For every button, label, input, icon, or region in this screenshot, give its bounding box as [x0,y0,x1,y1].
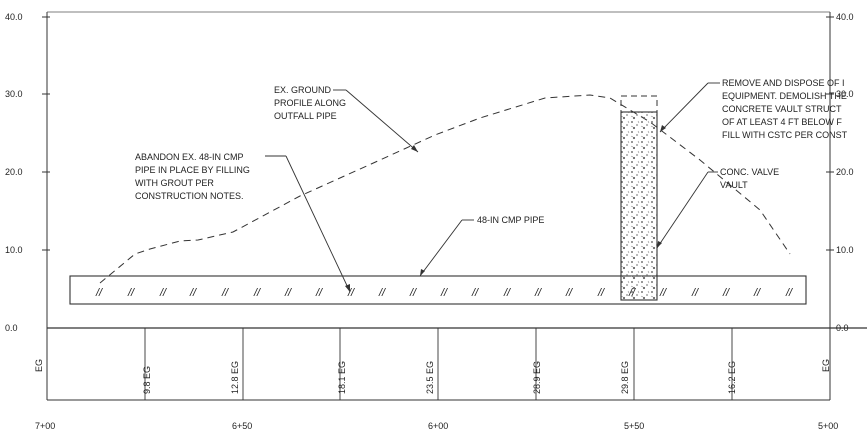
station-label-700: 7+00 [35,421,55,431]
eg-value-5: 28.9 EG [532,361,542,394]
pipe-marker: // [597,287,605,299]
abandon-note-line-4: CONSTRUCTION NOTES. [135,191,244,201]
pipe-marker: // [534,287,542,299]
callout-existing-ground: EX. GROUND PROFILE ALONG OUTFALL PIPE [274,85,419,153]
callout-cmp-pipe: 48-IN CMP PIPE [419,215,544,277]
eg-value-1: 9.8 EG [142,366,152,394]
station-label-550: 5+50 [624,421,644,431]
abandon-note-line-2: PIPE IN PLACE BY FILLING [135,165,250,175]
pipe-marker: // [127,287,135,299]
station-label-650: 6+50 [232,421,252,431]
cmp-pipe [69,275,807,305]
right-y-label-30: 30.0 [836,89,854,99]
remove-note-line-5: FILL WITH CSTC PER CONST [722,130,848,140]
station-labels: 7+00 6+50 6+00 5+50 5+00 [35,421,838,431]
callout-valve-vault: CONC. VALVE VAULT [656,167,779,249]
pipe-marker: // [189,287,197,299]
abandon-note-line-3: WITH GROUT PER [135,178,214,188]
pipe-marker: // [722,287,730,299]
vault-note-line-1: CONC. VALVE [720,167,779,177]
remove-note-line-3: CONCRETE VAULT STRUCT [722,104,842,114]
pipe-marker: // [659,287,667,299]
plot-frame [46,11,867,329]
callout-abandon-pipe: ABANDON EX. 48-IN CMP PIPE IN PLACE BY F… [135,152,351,293]
left-y-label-20: 20.0 [5,167,23,177]
pipe-marker: // [471,287,479,299]
station-label-500: 5+00 [818,421,838,431]
pipe-marker: // [253,287,261,299]
pipe-marker: // [159,287,167,299]
eg-right-label: EG [821,359,831,372]
ground-note-line-3: OUTFALL PIPE [274,111,337,121]
eg-table: EG EG 9.8 EG 12.8 EG 18.1 EG 23.5 EG 28.… [34,328,831,401]
vault-note-line-2: VAULT [720,180,748,190]
eg-value-6: 29.8 EG [620,361,630,394]
ground-note-line-1: EX. GROUND [274,85,332,95]
right-y-axis-labels: 40.0 30.0 20.0 10.0 0.0 [836,12,854,333]
eg-value-3: 18.1 EG [337,361,347,394]
abandon-note-line-1: ABANDON EX. 48-IN CMP [135,152,244,162]
pipe-note: 48-IN CMP PIPE [477,215,544,225]
pipe-marker: // [753,287,761,299]
ground-note-line-2: PROFILE ALONG [274,98,346,108]
eg-value-2: 12.8 EG [230,361,240,394]
arrowhead [411,145,418,152]
left-y-label-40: 40.0 [5,12,23,22]
pipe-centerline-markers: // // // // // // // // // // // // // // // // // // // //… [95,287,793,299]
valve-vault [620,111,658,301]
arrowhead [420,269,425,276]
callout-remove-vault: REMOVE AND DISPOSE OF I EQUIPMENT. DEMOL… [659,78,848,140]
remove-note-line-4: OF AT LEAST 4 FT BELOW F [722,117,842,127]
arrowhead [345,284,350,292]
pipe-marker: // [315,287,323,299]
right-y-label-40: 40.0 [836,12,854,22]
pipe-marker: // [691,287,699,299]
left-y-axis-labels: 40.0 30.0 20.0 10.0 0.0 [5,12,23,333]
left-y-label-30: 30.0 [5,89,23,99]
right-y-label-20: 20.0 [836,167,854,177]
remove-note-line-2: EQUIPMENT. DEMOLISH THE [722,91,847,101]
eg-value-7: 16.2 EG [727,361,737,394]
station-label-600: 6+00 [428,421,448,431]
pipe-marker: // [378,287,386,299]
right-y-label-0: 0.0 [836,323,849,333]
pipe-marker: // [95,287,103,299]
arrowhead [660,125,666,132]
left-y-label-0: 0.0 [5,323,18,333]
y-ticks [42,16,834,251]
pipe-marker: // [503,287,511,299]
pipe-marker: // [785,287,793,299]
pipe-marker: // [347,287,355,299]
remove-note-line-1: REMOVE AND DISPOSE OF I [722,78,845,88]
arrowhead [657,241,662,248]
eg-left-label: EG [34,359,44,372]
pipe-marker: // [440,287,448,299]
right-y-label-10: 10.0 [836,245,854,255]
pipe-marker: // [565,287,573,299]
left-y-label-10: 10.0 [5,245,23,255]
pipe-marker: // [221,287,229,299]
eg-value-4: 23.5 EG [425,361,435,394]
existing-ground-profile [99,94,791,284]
pipe-marker: // [409,287,417,299]
pipe-marker: // [284,287,292,299]
